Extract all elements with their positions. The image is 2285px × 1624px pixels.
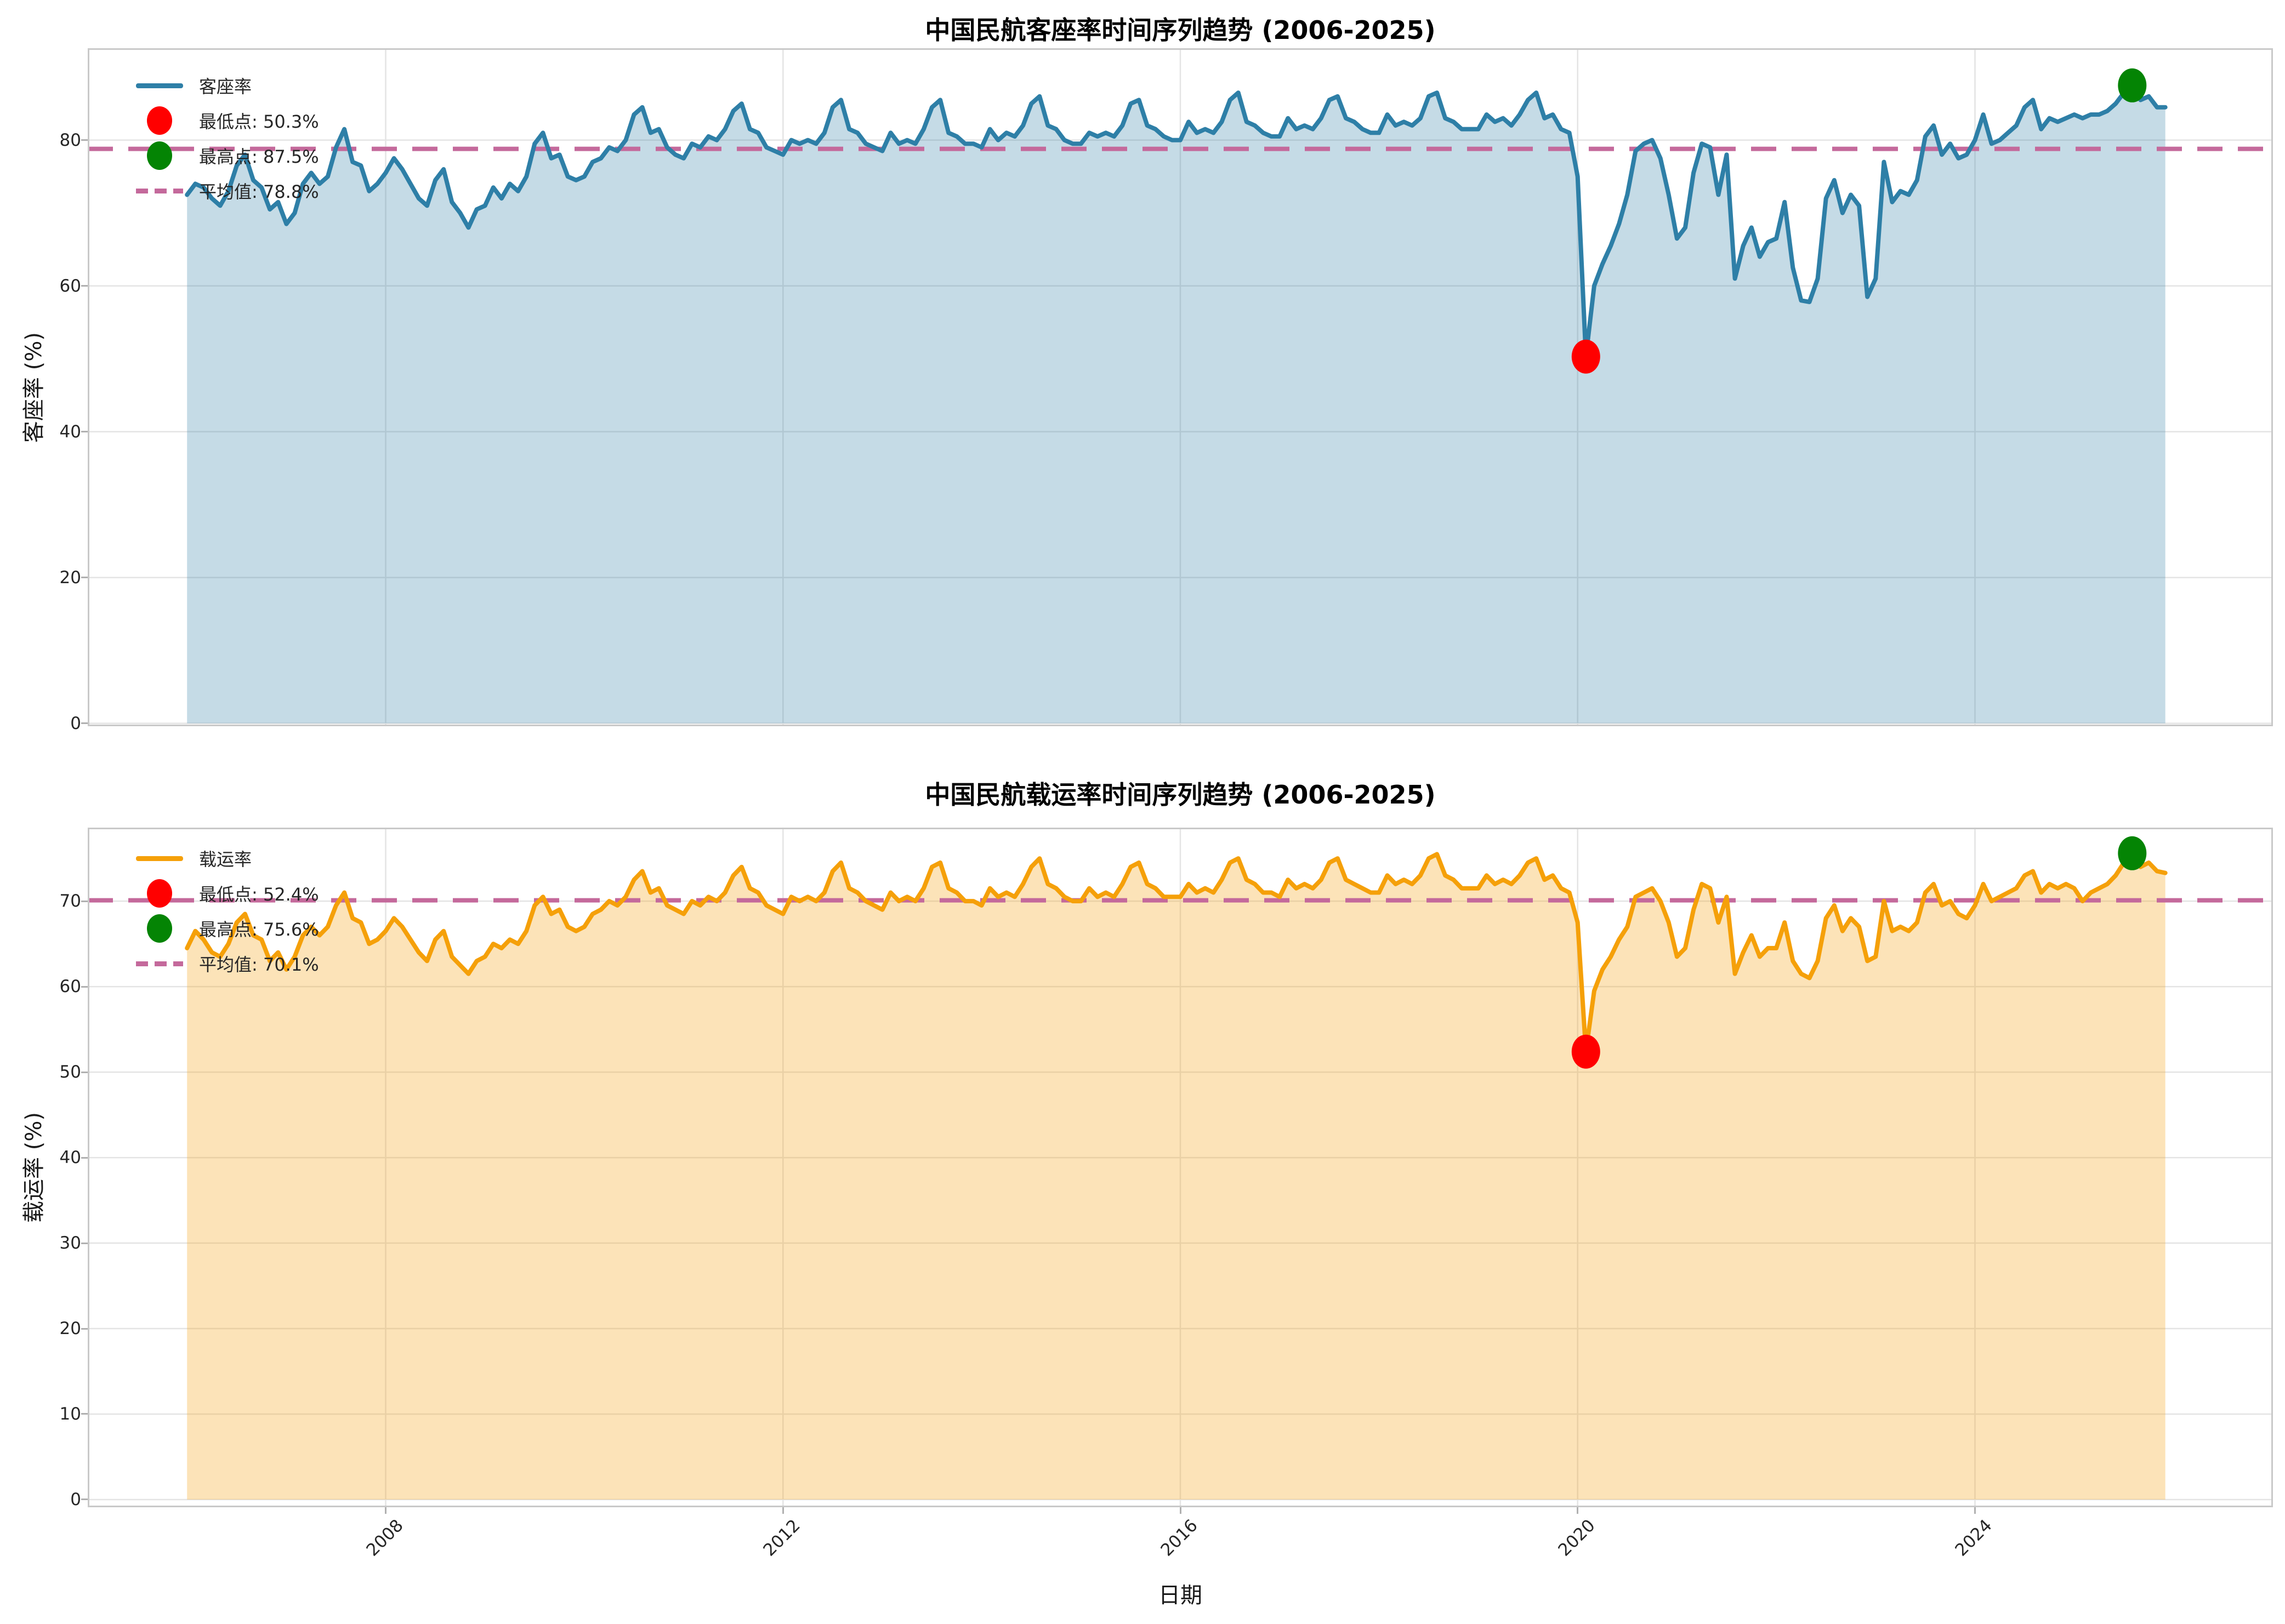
legend-row-max: 最高点: 75.6% (134, 911, 319, 946)
chart2-title: 中国民航载运率时间序列趋势 (2006-2025) (925, 780, 1436, 810)
y-tick-mark (81, 1071, 88, 1073)
max-marker-icon (134, 914, 185, 943)
y-tick-mark (81, 985, 88, 988)
y-tick-mark (81, 1413, 88, 1415)
y-tick-mark (81, 1327, 88, 1330)
min-marker (1571, 1034, 1600, 1069)
y-tick-label: 80 (59, 130, 81, 150)
series-line (185, 851, 2168, 1054)
legend-max-label: 最高点: 87.5% (199, 146, 319, 167)
chart1-svg (88, 48, 2273, 726)
axes-spines (88, 828, 2273, 1507)
legend-min-label: 最低点: 50.3% (199, 111, 319, 132)
y-tick-mark (81, 1242, 88, 1244)
legend-series-label: 客座率 (199, 76, 252, 97)
y-tick-label: 70 (59, 891, 81, 911)
legend-max-label: 最高点: 75.6% (199, 919, 319, 940)
area-fill (187, 85, 2165, 723)
legend-row-mean: 平均值: 78.8% (134, 173, 319, 208)
legend-row-series: 载运率 (134, 841, 319, 876)
area-fill (187, 853, 2165, 1500)
series-line (185, 83, 2168, 359)
y-tick-mark (81, 1498, 88, 1501)
y-tick-mark (81, 431, 88, 433)
min-marker-icon (134, 106, 185, 135)
x-tick-mark (782, 1507, 784, 1514)
legend-row-series: 客座率 (134, 68, 319, 103)
legend-row-mean: 平均值: 70.1% (134, 946, 319, 981)
x-tick-mark (1577, 1507, 1579, 1514)
y-tick-label: 0 (70, 713, 81, 733)
axes-spines (88, 48, 2273, 726)
legend-row-max: 最高点: 87.5% (134, 138, 319, 173)
y-tick-label: 20 (59, 1319, 81, 1338)
chart2-legend: 载运率 最低点: 52.4% 最高点: 75.6% 平均值: 70.1% (134, 841, 319, 981)
mean-line-icon (134, 188, 185, 193)
chart1-legend: 客座率 最低点: 50.3% 最高点: 87.5% 平均值: 78.8% (134, 68, 319, 208)
y-tick-label: 0 (70, 1489, 81, 1509)
chart2-svg (88, 828, 2273, 1507)
legend-row-min: 最低点: 52.4% (134, 876, 319, 911)
x-tick-mark (1974, 1507, 1976, 1514)
legend-series-label: 载运率 (199, 849, 252, 870)
legend-min-label: 最低点: 52.4% (199, 884, 319, 905)
x-tick-mark (385, 1507, 387, 1514)
series-line-icon (134, 856, 185, 861)
y-tick-label: 40 (59, 421, 81, 442)
min-marker (1571, 339, 1600, 374)
max-marker-icon (134, 141, 185, 170)
x-tick-mark (1179, 1507, 1181, 1514)
plot-area-passenger-load-factor: 客座率 最低点: 50.3% 最高点: 87.5% 平均值: 78.8% (88, 48, 2273, 726)
x-axis-label: 日期 (1158, 1583, 1202, 1608)
y-tick-mark (81, 577, 88, 579)
legend-mean-label: 平均值: 70.1% (199, 954, 319, 975)
y-tick-label: 60 (59, 977, 81, 997)
mean-line-icon (134, 961, 185, 966)
y-tick-mark (81, 722, 88, 725)
y-tick-label: 20 (59, 567, 81, 588)
y-tick-mark (81, 139, 88, 141)
y-tick-mark (81, 1156, 88, 1159)
y-tick-mark (81, 900, 88, 902)
plot-area-total-load-factor: 载运率 最低点: 52.4% 最高点: 75.6% 平均值: 70.1% (88, 828, 2273, 1507)
chart1-title: 中国民航客座率时间序列趋势 (2006-2025) (925, 15, 1436, 45)
y-tick-label: 10 (59, 1404, 81, 1424)
max-marker (2118, 68, 2147, 102)
y-tick-mark (81, 285, 88, 287)
y-tick-label: 40 (59, 1148, 81, 1168)
y-tick-label: 50 (59, 1062, 81, 1082)
max-marker (2118, 836, 2147, 870)
series-line-icon (134, 83, 185, 88)
legend-row-min: 最低点: 50.3% (134, 103, 319, 138)
y-tick-label: 60 (59, 276, 81, 296)
legend-mean-label: 平均值: 78.8% (199, 181, 319, 202)
min-marker-icon (134, 879, 185, 908)
y-tick-label: 30 (59, 1233, 81, 1253)
